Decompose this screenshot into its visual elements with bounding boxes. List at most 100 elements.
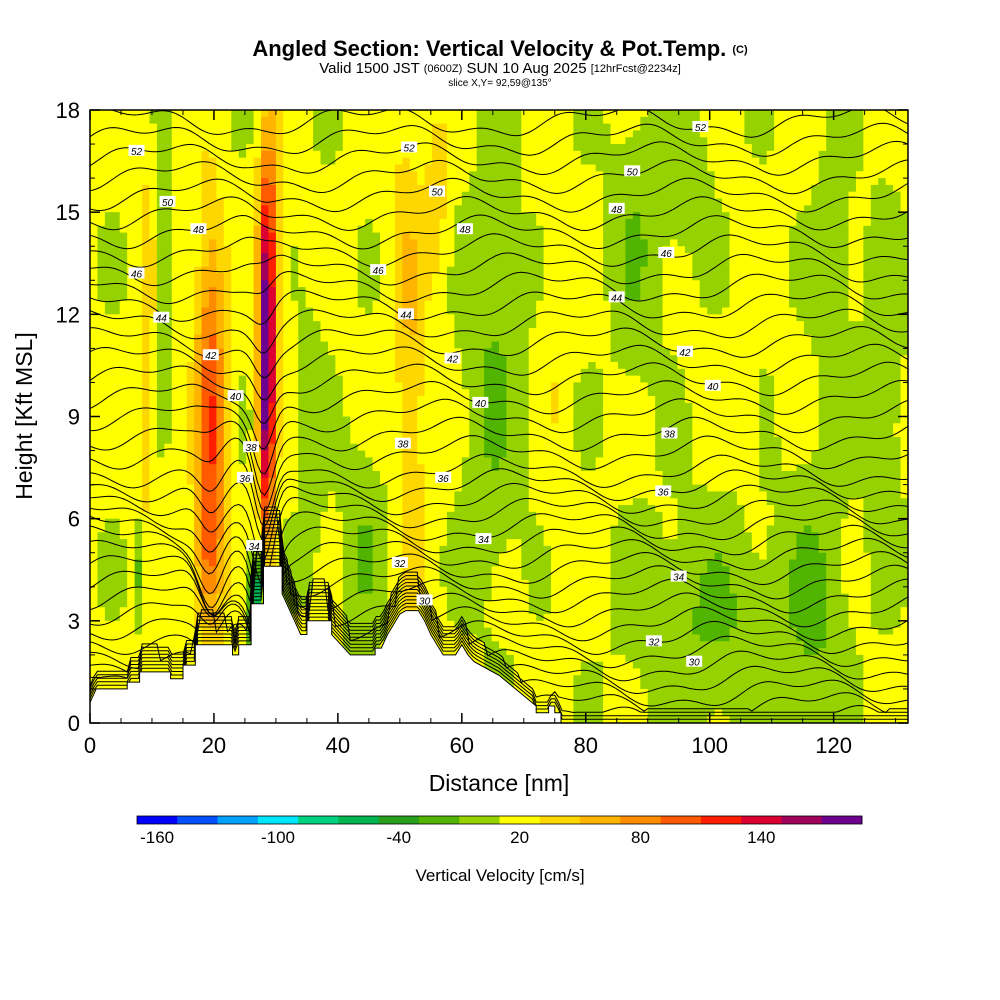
colorbar-tick-label: -100: [261, 828, 295, 847]
colorbar-tick-label: -40: [387, 828, 412, 847]
isentrope-label-text: 46: [373, 266, 385, 277]
isentrope-label: 50: [429, 185, 445, 199]
isentrope-label: 38: [243, 441, 260, 454]
title-unit: (C): [732, 44, 748, 56]
isentrope-label: 46: [370, 264, 387, 277]
isentrope-label-box: [227, 390, 244, 402]
colorbar-tick-label: 20: [510, 828, 529, 847]
colorbar-swatch: [459, 816, 500, 824]
isentrope-label: 36: [655, 485, 672, 498]
isentrope-lines: [90, 110, 908, 720]
isentrope-label-text: 44: [156, 314, 168, 325]
isentrope-label-text: 34: [249, 542, 261, 553]
isentrope-label: 48: [190, 223, 207, 236]
colorbar-swatch: [781, 816, 823, 824]
x-tick-label: 40: [326, 733, 350, 758]
isentrope-label-text: 36: [239, 474, 251, 485]
isentrope-label-text: 52: [695, 123, 707, 134]
isentrope-label: 52: [128, 144, 145, 158]
valid-time: Valid 1500 JST: [319, 60, 420, 77]
isentrope-label: 40: [227, 390, 244, 403]
isentrope-label-box: [645, 635, 662, 647]
isentrope-label-box: [661, 427, 678, 439]
isentrope-label: 36: [435, 471, 452, 485]
chart-title-text: Angled Section: Vertical Velocity & Pot.…: [252, 36, 727, 61]
isentrope-label: 38: [661, 427, 678, 441]
isentrope-label: 34: [475, 533, 492, 546]
colorbar-swatch: [660, 816, 702, 824]
isentrope-line: [90, 289, 908, 326]
isentrope-label-text: 38: [664, 430, 676, 441]
x-tick-label: 120: [815, 733, 852, 758]
isentrope-label-text: 42: [205, 351, 217, 362]
colorbar-swatch: [580, 816, 621, 824]
isentrope-line: [90, 177, 908, 213]
isentrope-label-text: 40: [707, 382, 719, 393]
isentrope-label-text: 40: [475, 399, 487, 410]
isentrope-label-text: 34: [478, 535, 490, 546]
isentrope-label-box: [655, 485, 672, 497]
isentrope-line: [90, 516, 908, 616]
terrain-profile: [90, 565, 562, 723]
isentrope-label-text: 30: [689, 658, 701, 669]
terrain-mask: [90, 565, 562, 723]
isentrope-label-text: 32: [394, 559, 406, 570]
isentrope-line: [90, 122, 908, 157]
isentrope-line: [90, 551, 908, 714]
y-tick-label: 3: [68, 609, 80, 634]
isentrope-line: [90, 506, 908, 579]
isentrope-label-box: [435, 471, 452, 483]
colorbar-swatch: [741, 816, 782, 824]
isentrope-line: [90, 416, 908, 496]
isentrope-label-text: 36: [658, 487, 670, 498]
isentrope-label-box: [658, 247, 675, 258]
isentrope-line: [90, 233, 908, 268]
isentrope-line: [90, 468, 908, 541]
y-tick-label: 6: [68, 507, 80, 532]
isentrope-label-text: 42: [679, 348, 691, 359]
isentrope-label-box: [391, 556, 408, 568]
isentrope-line: [90, 453, 908, 528]
colorbar-swatch: [298, 816, 339, 824]
isentrope-label: 50: [624, 165, 641, 178]
isentrope-label-box: [456, 223, 473, 235]
isentrope-label-text: 46: [661, 249, 673, 260]
isentrope-label: 48: [456, 223, 473, 236]
colorbar-label: Vertical Velocity [cm/s]: [415, 866, 584, 885]
isentrope-line: [90, 527, 908, 632]
isentrope-line: [90, 159, 908, 195]
isentrope-label-box: [444, 352, 461, 364]
y-tick-label: 18: [56, 98, 80, 123]
isentrope-label: 46: [658, 247, 675, 260]
y-tick-label: 12: [56, 302, 80, 327]
isentrope-label-text: 40: [230, 392, 242, 403]
isentrope-label: 30: [416, 594, 433, 607]
isentrope-label-box: [370, 264, 387, 276]
x-tick-label: 60: [450, 733, 474, 758]
isentrope-label-box: [153, 311, 170, 323]
valid-date: SUN 10 Aug 2025: [466, 60, 587, 77]
x-axis-title: Distance [nm]: [429, 770, 570, 796]
isentrope-label-box: [624, 165, 641, 177]
isentrope-line: [90, 398, 908, 475]
colorbar-swatch: [338, 816, 380, 824]
isentrope-label-text: 36: [438, 474, 450, 485]
isentrope-line: [90, 214, 908, 250]
isentrope-line: [90, 140, 908, 176]
colorbar-swatch: [177, 816, 219, 824]
isentrope-label-box: [475, 533, 492, 545]
isentrope-label-text: 52: [404, 144, 416, 155]
isentrope-label: 42: [202, 349, 219, 362]
colorbar-swatch: [217, 816, 259, 824]
isentrope-line: [90, 435, 908, 513]
isentrope-label-text: 44: [400, 310, 412, 321]
isentrope-line: [90, 343, 908, 401]
isentrope-line: [90, 482, 908, 560]
isentrope-line: [90, 558, 908, 717]
isentrope-label: 38: [394, 437, 411, 451]
isentrope-line: [109, 110, 908, 138]
y-tick-label: 15: [56, 200, 80, 225]
isentrope-labels: 52 50 48 46 44 42 40 38 36 34 52 50 48 46 44 42 40 38 36 34…: [128, 121, 721, 669]
isentrope-line: [90, 195, 908, 232]
